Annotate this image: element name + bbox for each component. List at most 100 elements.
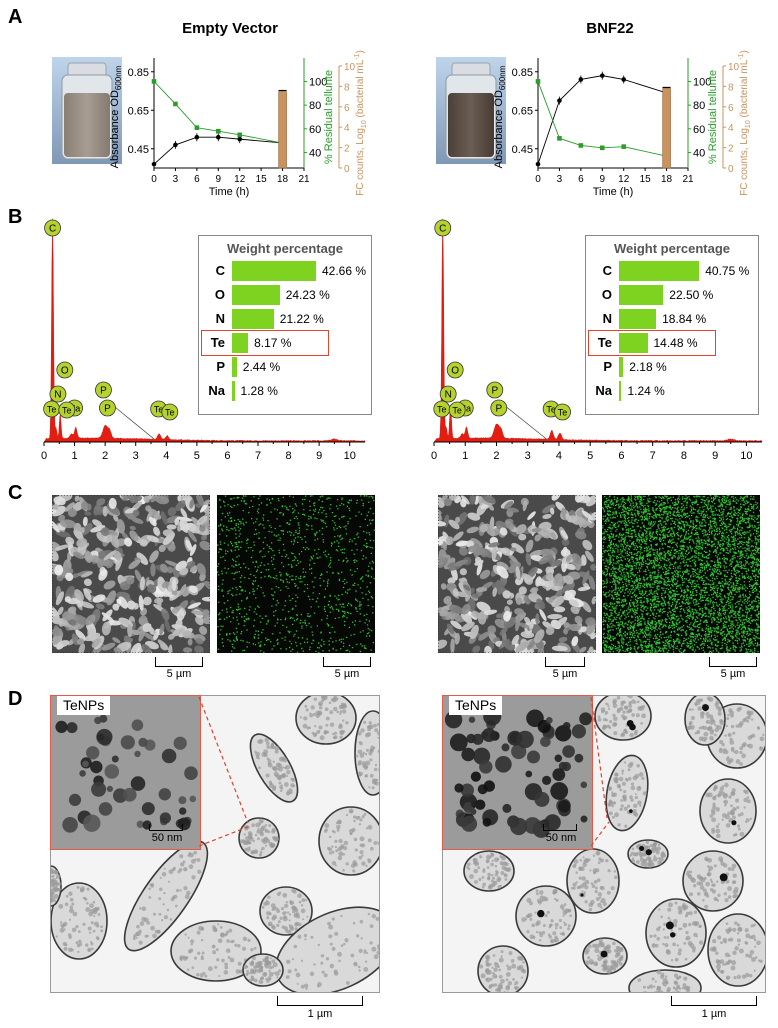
cell-texture (196, 973, 200, 977)
cell-texture (276, 892, 281, 896)
cell-texture (598, 896, 602, 899)
cell-texture (82, 896, 86, 900)
cell-texture (741, 974, 747, 979)
cell-texture (226, 939, 230, 943)
cell-texture (714, 727, 719, 733)
cell-texture (297, 893, 302, 899)
sem-particle (131, 517, 144, 524)
sem-particle (588, 646, 594, 653)
cell-texture (606, 724, 611, 729)
cell-texture (727, 866, 732, 871)
sem-particle (446, 623, 455, 635)
sem-particle (108, 529, 118, 536)
sem-particle (558, 636, 568, 643)
cell-texture (491, 876, 496, 880)
cell-texture (340, 944, 344, 947)
sem-particle (122, 495, 136, 501)
cell-texture (734, 946, 739, 951)
cell-texture (320, 954, 325, 958)
cell-texture (729, 710, 735, 716)
sem-particle (578, 571, 592, 580)
cell-texture (360, 728, 365, 733)
x-tick-label: 7 (255, 450, 261, 462)
sem-particle (591, 596, 596, 605)
cell-texture (705, 712, 710, 717)
cell-texture (606, 890, 611, 895)
sem-particle (76, 638, 85, 645)
marker-leader-line (111, 403, 155, 440)
bacterial-cell (566, 848, 620, 914)
cell-texture (263, 752, 267, 755)
tenp-particle (534, 791, 550, 807)
cell-texture (661, 981, 665, 985)
sem-particle (447, 562, 455, 568)
cell-texture (658, 908, 661, 911)
cell-texture (561, 932, 565, 936)
scale-label: 1 µm (307, 1008, 333, 1020)
cell-texture (727, 811, 731, 815)
cell-texture (726, 930, 730, 934)
tenp-particle (482, 817, 492, 827)
cell-texture (716, 833, 721, 839)
cell-texture (654, 991, 658, 992)
cell-texture (736, 938, 741, 943)
cell-texture (196, 930, 201, 935)
cell-texture (748, 743, 754, 749)
cell-texture (319, 735, 325, 741)
cell-texture (638, 772, 644, 777)
scale-label: 1 µm (701, 1008, 727, 1020)
x-tick-label: 12 (618, 174, 630, 185)
cell-texture (317, 982, 322, 987)
cell-texture (621, 732, 626, 737)
sem-particle (581, 510, 594, 521)
tenp-particle (468, 716, 476, 723)
cell-texture (376, 731, 379, 736)
sem-particle (563, 589, 576, 601)
tenp-particle (540, 736, 551, 748)
cell-texture (496, 987, 501, 992)
cell-texture (678, 991, 681, 992)
cell-texture (506, 964, 509, 967)
sem-particle (478, 631, 490, 641)
sem-particle (182, 630, 192, 639)
cell-texture (368, 786, 371, 789)
sem-particle (588, 575, 596, 591)
sem-particle (98, 505, 105, 516)
sem-particle (539, 608, 547, 622)
cell-texture (329, 942, 333, 946)
cell-texture (529, 917, 533, 921)
cell-texture (685, 937, 688, 940)
cell-texture (575, 871, 578, 874)
tellurite-line (153, 81, 283, 144)
x-tick-label: 18 (661, 174, 673, 185)
sem-particle (474, 556, 482, 565)
cell-texture (359, 850, 364, 855)
cell-texture (591, 884, 596, 888)
sem-particle (438, 520, 447, 527)
cell-texture (688, 708, 692, 711)
cell-texture (706, 715, 709, 719)
cell-texture (293, 944, 298, 949)
cell-texture (628, 708, 632, 713)
cell-texture (745, 818, 750, 823)
cell-texture (693, 884, 697, 888)
tenp-particle (461, 815, 478, 832)
cell-texture (541, 896, 547, 902)
cell-texture (721, 818, 724, 821)
tenp-particle (97, 733, 105, 741)
cell-texture (250, 976, 255, 980)
cell-texture (621, 781, 626, 786)
tenp-deposit (665, 921, 674, 930)
cell-texture (217, 923, 220, 926)
cell-texture (534, 911, 537, 914)
cell-texture (317, 943, 321, 947)
cell-texture (57, 881, 62, 886)
sem-particle (585, 495, 596, 507)
cell-texture (734, 921, 738, 925)
cell-texture (361, 854, 364, 857)
cell-texture (207, 966, 213, 972)
cell-texture (337, 846, 342, 852)
sem-particle (84, 511, 92, 516)
sem-particle (564, 563, 577, 570)
tenp-deposit (731, 820, 737, 826)
